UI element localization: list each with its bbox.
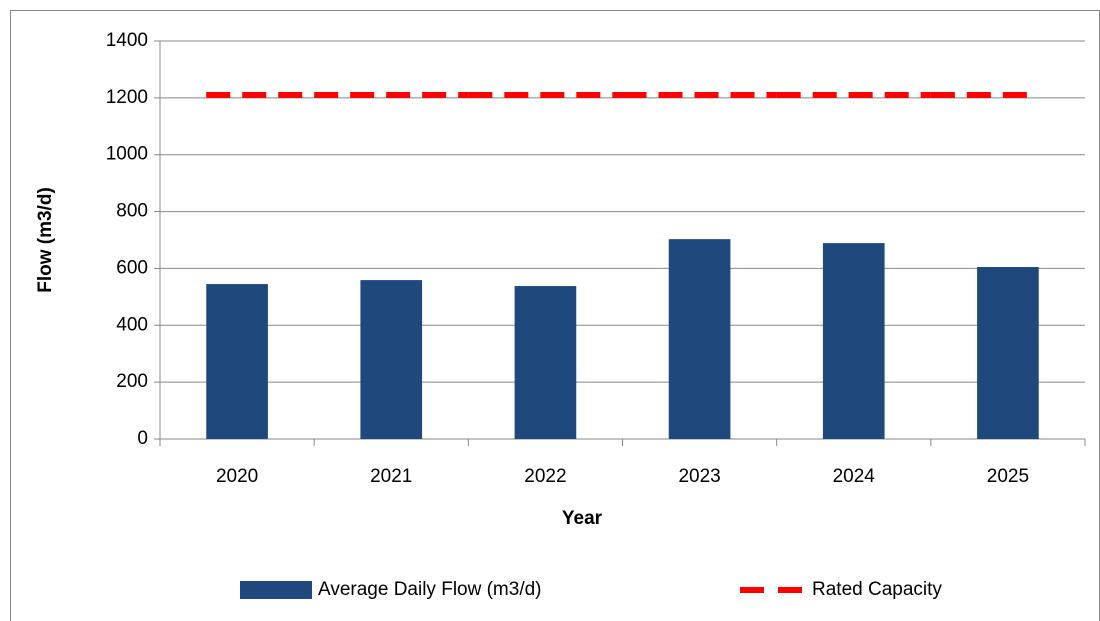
bar [206,284,268,439]
x-tick-label: 2022 [524,466,566,487]
y-tick-label: 0 [137,428,148,449]
y-tick-label: 200 [116,371,148,392]
x-tick-label: 2025 [987,466,1029,487]
y-tick-label: 800 [116,201,148,222]
bar [822,243,885,439]
y-tick-label: 1000 [106,144,148,165]
x-tick-label: 2023 [678,466,720,487]
bar [977,267,1039,439]
legend-swatch [240,581,312,599]
x-tick-label: 2024 [833,466,876,487]
y-tick-label: 1200 [106,87,148,108]
x-tick-label: 2020 [216,466,258,487]
x-axis-title: Year [562,508,603,529]
legend-label: Average Daily Flow (m3/d) [318,579,542,600]
bar [668,239,731,439]
y-tick-label: 400 [116,314,148,335]
x-tick-label: 2021 [370,466,412,487]
legend-label: Rated Capacity [812,579,942,600]
y-axis-title: Flow (m3/d) [35,187,56,293]
y-tick-label: 1400 [106,30,148,51]
bar [514,286,577,439]
bar [360,280,423,439]
y-tick-label: 600 [116,257,148,278]
